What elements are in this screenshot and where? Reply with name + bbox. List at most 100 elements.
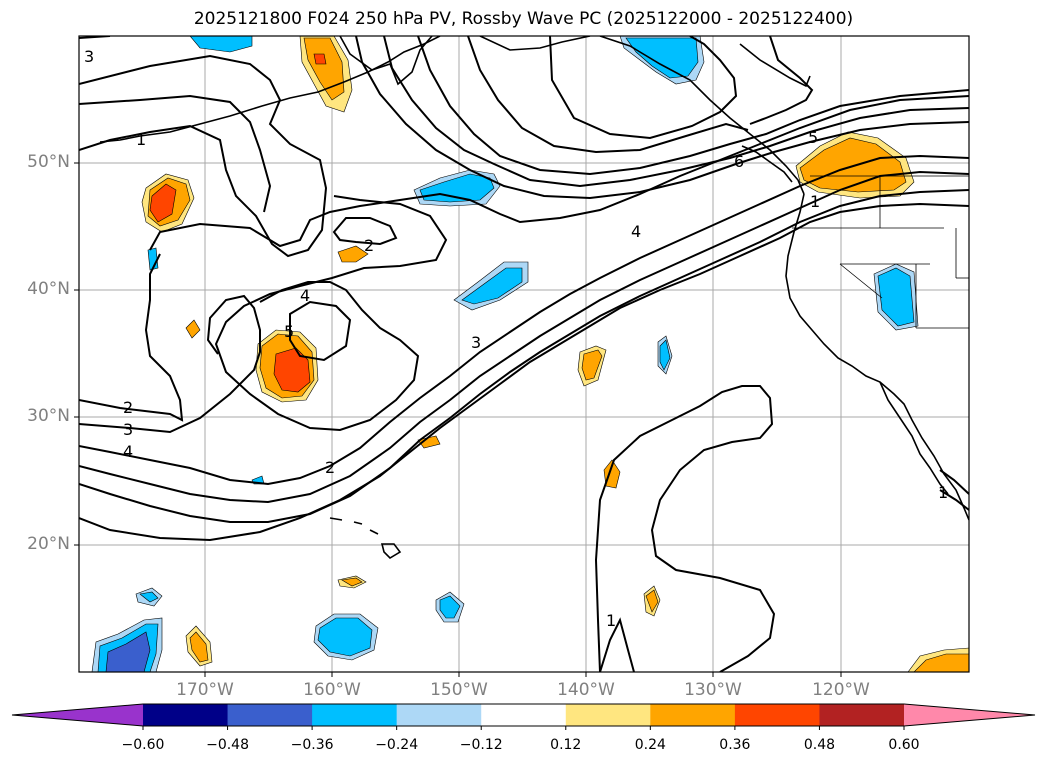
contour-label: 2 [325,458,335,477]
shade-positive [417,435,441,449]
contour-label: 3 [123,420,133,439]
shade-positive [645,589,659,613]
coast-alaska-south [479,36,591,51]
shade-positive [189,631,209,663]
coast-aleutians [99,36,441,143]
colorbar-bin [143,704,229,726]
shade-positive [185,319,201,339]
contour-label: 1 [938,483,948,502]
colorbar-tick-label: 0.24 [634,737,666,753]
contour-label: 6 [734,152,744,171]
shade-negative [625,37,699,79]
map-title: 2025121800 F024 250 hPa PV, Rossby Wave … [193,9,854,29]
contour-line [599,617,635,672]
contour-label: 3 [84,47,94,66]
shade-positive [273,347,311,393]
colorbar-extend-high [904,704,1035,726]
political-borders [792,175,969,329]
pv-contours [79,36,969,672]
colorbar-bin [734,704,820,726]
lat-label-40n: 40°N [27,279,70,299]
colorbar-bin [227,704,313,726]
shade-positive [149,183,177,223]
contour-line [79,202,969,542]
shade-negative [317,617,373,657]
contour-line [939,489,969,511]
colorbar-bin [481,704,567,726]
contour-label: 3 [471,333,481,352]
lon-label-120w: 120°W [812,680,870,700]
shade-negative [461,267,523,305]
contour-line [79,294,261,434]
contour-line [214,195,448,432]
coast-hawaii [329,517,402,560]
colorbar-bin [565,704,651,726]
colorbar-tick-label: −0.60 [121,737,165,753]
colorbar-tick-label: 0.60 [888,737,920,753]
map-frame [78,35,970,673]
lon-label-130w: 130°W [684,680,742,700]
contour-line [289,300,352,362]
gridlines [79,36,969,672]
contour-label: 1 [136,130,146,149]
contour-line [149,95,969,251]
contour-line [383,36,969,188]
pv-shading [91,36,969,672]
lon-label-140w: 140°W [557,680,615,700]
colorbar-tick-label: −0.12 [459,737,503,753]
colorbar-tick-label: 0.12 [550,737,582,753]
shade-positive [303,37,345,101]
colorbar-tick-label: 0.36 [719,737,751,753]
contour-label: 2 [364,236,374,255]
colorbar-tick-label: −0.24 [375,737,419,753]
coast-west-us [785,193,969,521]
contour-labels: 3 1 2 4 5 3 2 4 5 6 1 2 3 4 2 1 1 [84,47,948,630]
contour-line [417,36,969,176]
coast-canada-interior [739,43,811,88]
shade-positive [913,653,969,672]
contour-label: 1 [810,192,820,211]
lat-label-30n: 30°N [27,406,70,426]
contour-label: 4 [123,442,133,461]
lat-label-50n: 50°N [27,152,70,172]
coast-vancouver-island [741,145,793,183]
colorbar-extend-low [12,704,143,726]
shade-negative [189,36,253,53]
shade-negative [105,631,151,672]
contour-line [939,469,969,495]
contour-line [332,217,398,246]
coast-baja [879,381,949,495]
coast-alaska-mainland [339,36,433,86]
contour-line [355,36,969,200]
colorbar-bin [650,704,736,726]
contour-line [79,253,184,422]
axis-ticks [74,162,842,677]
lon-label-170w: 170°W [176,680,234,700]
contour-label: 5 [284,322,294,341]
shade-positive [341,577,363,587]
colorbar [11,703,1036,730]
coastlines [99,36,969,560]
shade-positive [313,53,327,65]
contour-label: 4 [631,222,641,241]
contour-line [79,54,328,258]
contour-line [79,170,969,504]
contour-label: 5 [808,128,818,147]
colorbar-bin [312,704,398,726]
coast-panhandle [599,36,805,195]
colorbar-bin [396,704,482,726]
contour-label: 1 [606,611,616,630]
contour-label: 4 [300,286,310,305]
contour-line [79,94,272,213]
shade-negative [659,339,671,371]
shade-negative [877,267,915,327]
colorbar-bin [819,704,905,726]
lon-label-150w: 150°W [430,680,488,700]
contour-line [467,36,749,154]
contour-line [79,154,969,486]
lat-label-20n: 20°N [27,534,70,554]
shade-negative [439,595,461,619]
colorbar-tick-label: 0.48 [803,737,836,753]
contour-line [549,36,738,140]
shade-positive [581,349,603,381]
